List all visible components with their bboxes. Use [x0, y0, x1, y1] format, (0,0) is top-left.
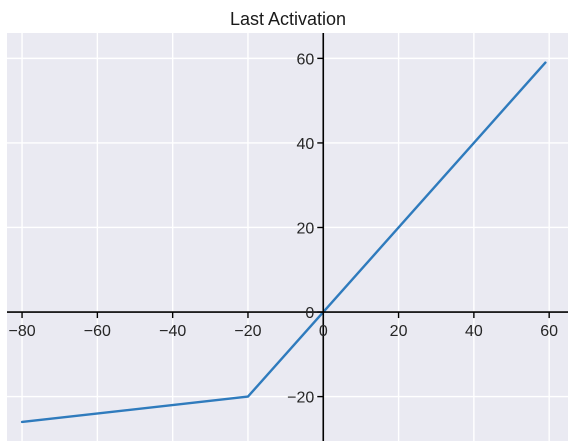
series-group — [20, 61, 547, 424]
y-tick-label: 60 — [296, 51, 314, 68]
series-line-0 — [20, 61, 547, 424]
x-tick-label: 20 — [390, 323, 408, 340]
x-tick-label: −80 — [8, 323, 35, 340]
y-tick-label: 0 — [305, 305, 314, 322]
x-tick-label: 0 — [319, 323, 328, 340]
x-tick-label: −20 — [234, 323, 261, 340]
x-tick-label: −60 — [84, 323, 111, 340]
y-tick-label: 40 — [296, 136, 314, 153]
chart-title: Last Activation — [230, 9, 346, 29]
x-tick-label: 40 — [465, 323, 483, 340]
y-tick-label: −20 — [287, 390, 314, 407]
plot-background — [7, 33, 568, 441]
y-tick-label: 20 — [296, 220, 314, 237]
ticks: −80 −60 −40 −20 0 20 40 60 −20 0 20 40 60 — [8, 51, 558, 406]
x-tick-label: −40 — [159, 323, 186, 340]
x-tick-label: 60 — [540, 323, 558, 340]
